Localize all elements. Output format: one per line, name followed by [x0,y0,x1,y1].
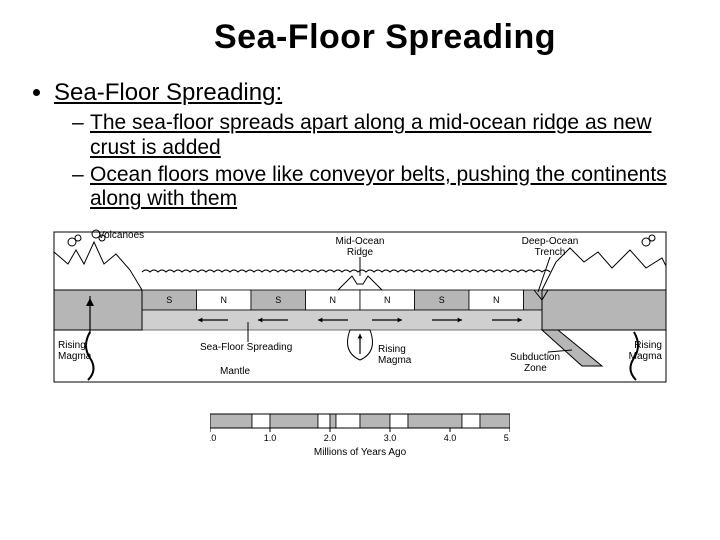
sub-bullet-list: The sea-floor spreads apart along a mid-… [64,111,692,212]
bullet-tail: : [275,79,282,106]
svg-text:Subduction: Subduction [510,352,560,363]
svg-text:Rising: Rising [634,340,662,351]
svg-text:Volcanoes: Volcanoes [98,230,144,241]
svg-text:Rising: Rising [58,340,86,351]
svg-text:Mid-Ocean: Mid-Ocean [336,236,385,247]
svg-text:S: S [275,295,281,305]
svg-text:N: N [221,295,228,305]
svg-text:Deep-Ocean: Deep-Ocean [522,236,579,247]
svg-text:N: N [493,295,500,305]
svg-text:Rising: Rising [378,344,406,355]
svg-text:2.0: 2.0 [324,433,337,443]
svg-text:5.0: 5.0 [504,433,510,443]
sub-bullet-2: Ocean floors move like conveyor belts, p… [90,163,692,213]
sea-floor-diagram: SNSNNSNSVolcanoesMid-OceanRidgeDeep-Ocea… [50,228,670,408]
svg-text:3.0: 3.0 [384,433,397,443]
timescale-svg: 0.0 1.0 2.0 3.0 4.0 5.0 Millions of Years Ago [210,412,510,458]
svg-text:1.0: 1.0 [264,433,277,443]
svg-text:Zone: Zone [524,363,547,374]
bullet-sea-floor-spreading: Sea-Floor Spreading: The sea-floor sprea… [54,79,692,212]
svg-text:Magma: Magma [378,355,412,366]
svg-text:N: N [330,295,337,305]
diagram-svg: SNSNNSNSVolcanoesMid-OceanRidgeDeep-Ocea… [50,228,670,408]
svg-text:Magma: Magma [58,351,92,362]
slide-title: Sea-Floor Spreading [78,18,692,57]
svg-text:Sea-Floor Spreading: Sea-Floor Spreading [200,342,292,353]
svg-text:Magma: Magma [629,351,663,362]
svg-text:Mantle: Mantle [220,366,250,377]
bullet-list: Sea-Floor Spreading: The sea-floor sprea… [32,79,692,212]
svg-text:N: N [384,295,391,305]
sub-bullet-1: The sea-floor spreads apart along a mid-… [90,111,692,161]
svg-text:4.0: 4.0 [444,433,457,443]
svg-text:S: S [439,295,445,305]
svg-text:0.0: 0.0 [210,433,216,443]
svg-text:Millions of Years Ago: Millions of Years Ago [314,447,407,458]
svg-text:S: S [166,295,172,305]
slide: Sea-Floor Spreading Sea-Floor Spreading:… [0,0,720,540]
svg-text:Ridge: Ridge [347,247,374,258]
svg-text:Trench: Trench [535,247,566,258]
bullet-term: Sea-Floor Spreading [54,79,275,106]
timescale: 0.0 1.0 2.0 3.0 4.0 5.0 Millions of Years Ago [210,412,510,458]
